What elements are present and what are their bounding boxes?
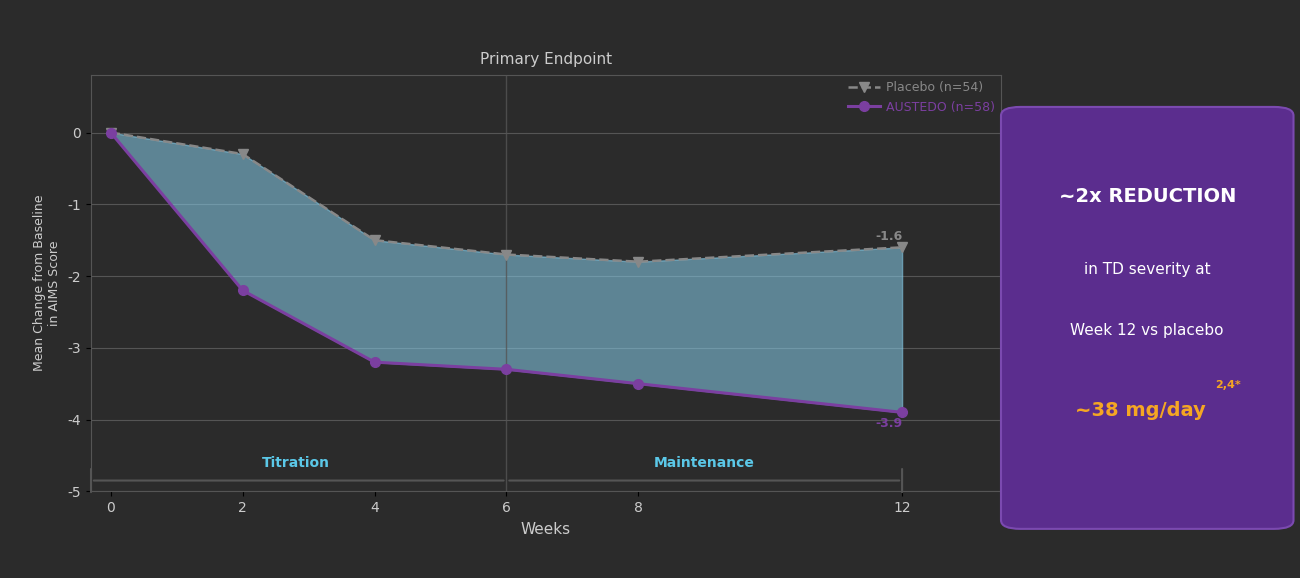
AUSTEDO (n=58): [235, 287, 251, 294]
Placebo (n=54): [367, 237, 382, 244]
AUSTEDO (n=58): [894, 409, 910, 416]
Placebo (n=54): [235, 151, 251, 158]
Text: ~38 mg/day: ~38 mg/day: [1075, 402, 1206, 420]
AUSTEDO (n=58): [367, 359, 382, 366]
Text: in TD severity at: in TD severity at: [1084, 262, 1210, 277]
Text: 2,4*: 2,4*: [1216, 380, 1240, 390]
Y-axis label: Mean Change from Baseline
in AIMS Score: Mean Change from Baseline in AIMS Score: [32, 195, 61, 372]
Title: Primary Endpoint: Primary Endpoint: [480, 52, 612, 67]
Line: AUSTEDO (n=58): AUSTEDO (n=58): [105, 128, 907, 417]
Placebo (n=54): [894, 244, 910, 251]
Legend: Placebo (n=54), AUSTEDO (n=58): Placebo (n=54), AUSTEDO (n=58): [848, 81, 994, 114]
Text: Titration: Titration: [261, 456, 329, 470]
AUSTEDO (n=58): [499, 366, 515, 373]
Text: -1.6: -1.6: [876, 230, 903, 243]
Placebo (n=54): [499, 251, 515, 258]
X-axis label: Weeks: Weeks: [521, 522, 571, 537]
Text: ~2x REDUCTION: ~2x REDUCTION: [1058, 187, 1236, 206]
AUSTEDO (n=58): [103, 129, 118, 136]
Text: Maintenance: Maintenance: [654, 456, 755, 470]
Text: -3.9: -3.9: [876, 417, 902, 429]
Placebo (n=54): [630, 258, 646, 265]
Line: Placebo (n=54): Placebo (n=54): [105, 128, 907, 266]
AUSTEDO (n=58): [630, 380, 646, 387]
Text: Week 12 vs placebo: Week 12 vs placebo: [1070, 323, 1225, 338]
Placebo (n=54): [103, 129, 118, 136]
